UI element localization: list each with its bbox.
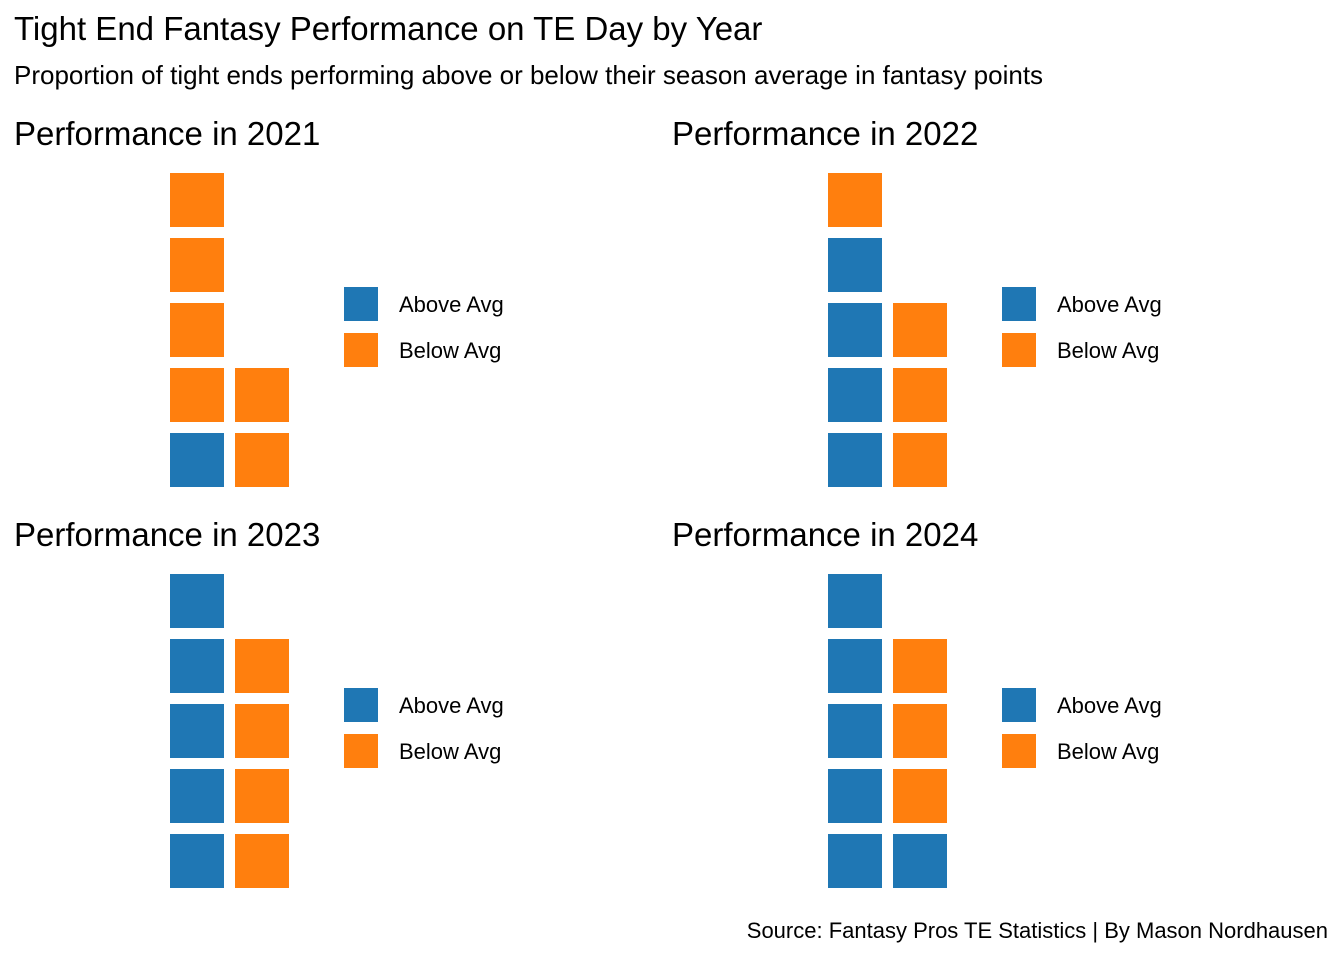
waffle-tile-below-avg [893,368,947,422]
legend-label-below-avg: Below Avg [399,338,501,363]
waffle-tile-above-avg [828,704,882,758]
legend-swatch-below-avg [1002,333,1036,367]
waffle-tile-above-avg [828,238,882,292]
legend-label-above-avg: Above Avg [399,693,504,718]
legend-swatch-below-avg [344,333,378,367]
waffle-tile-above-avg [828,368,882,422]
legend-swatch-above-avg [1002,287,1036,321]
legend-swatch-below-avg [1002,734,1036,768]
waffle-tile-below-avg [828,173,882,227]
chart-title: Tight End Fantasy Performance on TE Day … [14,10,763,47]
waffle-tile-above-avg [828,639,882,693]
waffle-tile-below-avg [235,433,289,487]
waffle-tile-below-avg [235,368,289,422]
waffle-tile-above-avg [170,769,224,823]
panel-2021: Performance in 2021 Above Avg Below Avg [14,115,674,515]
waffle-tile-below-avg [170,303,224,357]
waffle-tile-below-avg [170,238,224,292]
waffle-chart: Above Avg Below Avg [170,574,504,888]
waffle-chart: Above Avg Below Avg [828,574,1162,888]
waffle-tile-above-avg [828,574,882,628]
legend-swatch-above-avg [344,688,378,722]
legend-label-above-avg: Above Avg [1057,693,1162,718]
chart-caption: Source: Fantasy Pros TE Statistics | By … [746,918,1328,943]
legend-swatch-below-avg [344,734,378,768]
panel-2023: Performance in 2023 Above Avg Below Avg [14,516,674,916]
waffle-tile-above-avg [170,834,224,888]
panel-2024: Performance in 2024 Above Avg Below Avg [672,516,1332,916]
legend-label-below-avg: Below Avg [1057,338,1159,363]
legend-label-above-avg: Above Avg [1057,292,1162,317]
waffle-tile-above-avg [828,834,882,888]
waffle-chart: Above Avg Below Avg [170,173,504,487]
waffle-tile-below-avg [235,834,289,888]
panel-title: Performance in 2023 [14,516,321,553]
waffle-tile-below-avg [893,704,947,758]
waffle-tile-below-avg [235,769,289,823]
waffle-tile-above-avg [170,704,224,758]
waffle-tile-above-avg [170,433,224,487]
waffle-tile-below-avg [893,639,947,693]
waffle-tile-below-avg [235,704,289,758]
legend-label-above-avg: Above Avg [399,292,504,317]
waffle-tile-above-avg [828,433,882,487]
waffle-tile-above-avg [828,769,882,823]
legend-swatch-above-avg [344,287,378,321]
waffle-tile-above-avg [828,303,882,357]
legend-swatch-above-avg [1002,688,1036,722]
waffle-tile-above-avg [170,574,224,628]
waffle-tile-below-avg [235,639,289,693]
waffle-tile-below-avg [893,433,947,487]
panel-title: Performance in 2024 [672,516,979,553]
legend-label-below-avg: Below Avg [1057,739,1159,764]
waffle-tile-above-avg [170,639,224,693]
panel-2022: Performance in 2022 Above Avg Below Avg [672,115,1332,515]
panel-title: Performance in 2022 [672,115,979,152]
waffle-tile-above-avg [893,834,947,888]
waffle-tile-below-avg [893,769,947,823]
chart-subtitle: Proportion of tight ends performing abov… [14,60,1044,90]
waffle-chart: Above Avg Below Avg [828,173,1162,487]
waffle-tile-below-avg [170,368,224,422]
waffle-tile-below-avg [170,173,224,227]
panel-title: Performance in 2021 [14,115,321,152]
waffle-tile-below-avg [893,303,947,357]
legend-label-below-avg: Below Avg [399,739,501,764]
